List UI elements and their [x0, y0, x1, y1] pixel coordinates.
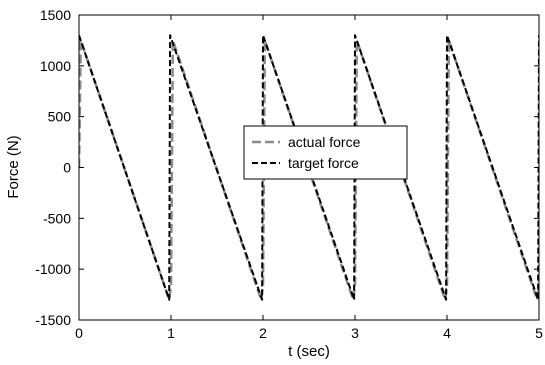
y-tick-label: 1000 [40, 58, 71, 74]
series-line-target-force [79, 34, 539, 301]
y-axis: -1500 -1000 -500 0 500 1000 1500 [35, 7, 539, 328]
x-axis: 0 1 2 3 4 5 [75, 15, 543, 341]
x-tick-label: 4 [443, 325, 451, 341]
x-tick-label: 2 [259, 325, 267, 341]
legend-box [243, 125, 408, 180]
x-tick-label: 1 [167, 325, 175, 341]
y-tick-label: 0 [63, 160, 71, 176]
y-tick-label: 500 [48, 109, 72, 125]
x-axis-label: t (sec) [288, 343, 330, 360]
x-tick-label: 0 [75, 325, 83, 341]
y-tick-label: -1500 [35, 312, 71, 328]
legend: actual force target force [243, 125, 408, 180]
y-tick-label: 1500 [40, 7, 71, 23]
y-tick-label: -1000 [35, 261, 71, 277]
legend-entry-label: target force [288, 155, 359, 171]
y-axis-label: Force (N) [5, 135, 22, 198]
x-tick-label: 5 [535, 325, 543, 341]
x-tick-label: 3 [351, 325, 359, 341]
y-tick-label: -500 [43, 210, 71, 226]
legend-entry-label: actual force [288, 134, 361, 150]
